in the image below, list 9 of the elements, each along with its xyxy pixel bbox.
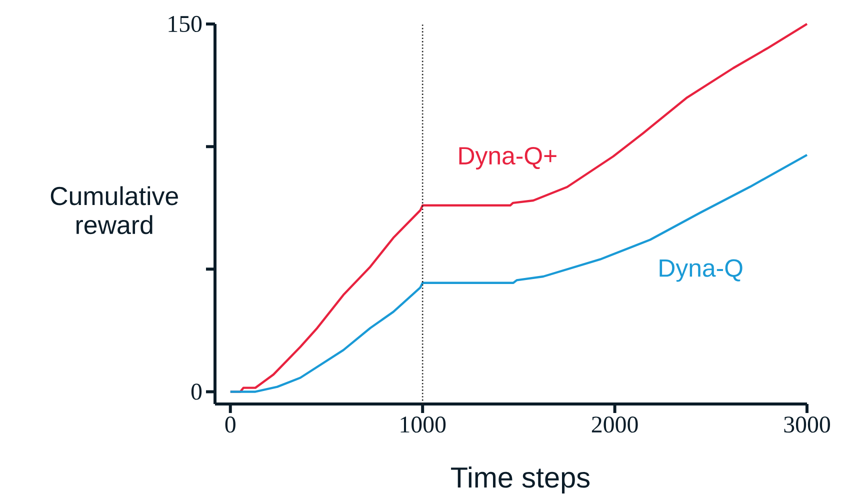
y-axis-title: Cumulative reward (50, 186, 178, 234)
x-tick-label: 3000 (784, 416, 830, 433)
series-label: Dyna-Q+ (459, 146, 556, 170)
x-axis-title: Time steps (451, 466, 590, 494)
x-tick-label: 2000 (592, 416, 638, 433)
x-tick-label: 0 (225, 416, 236, 433)
series-label: Dyna-Q (660, 259, 742, 282)
y-tick-label: 150 (168, 16, 202, 32)
x-tick-label: 1000 (400, 416, 446, 433)
